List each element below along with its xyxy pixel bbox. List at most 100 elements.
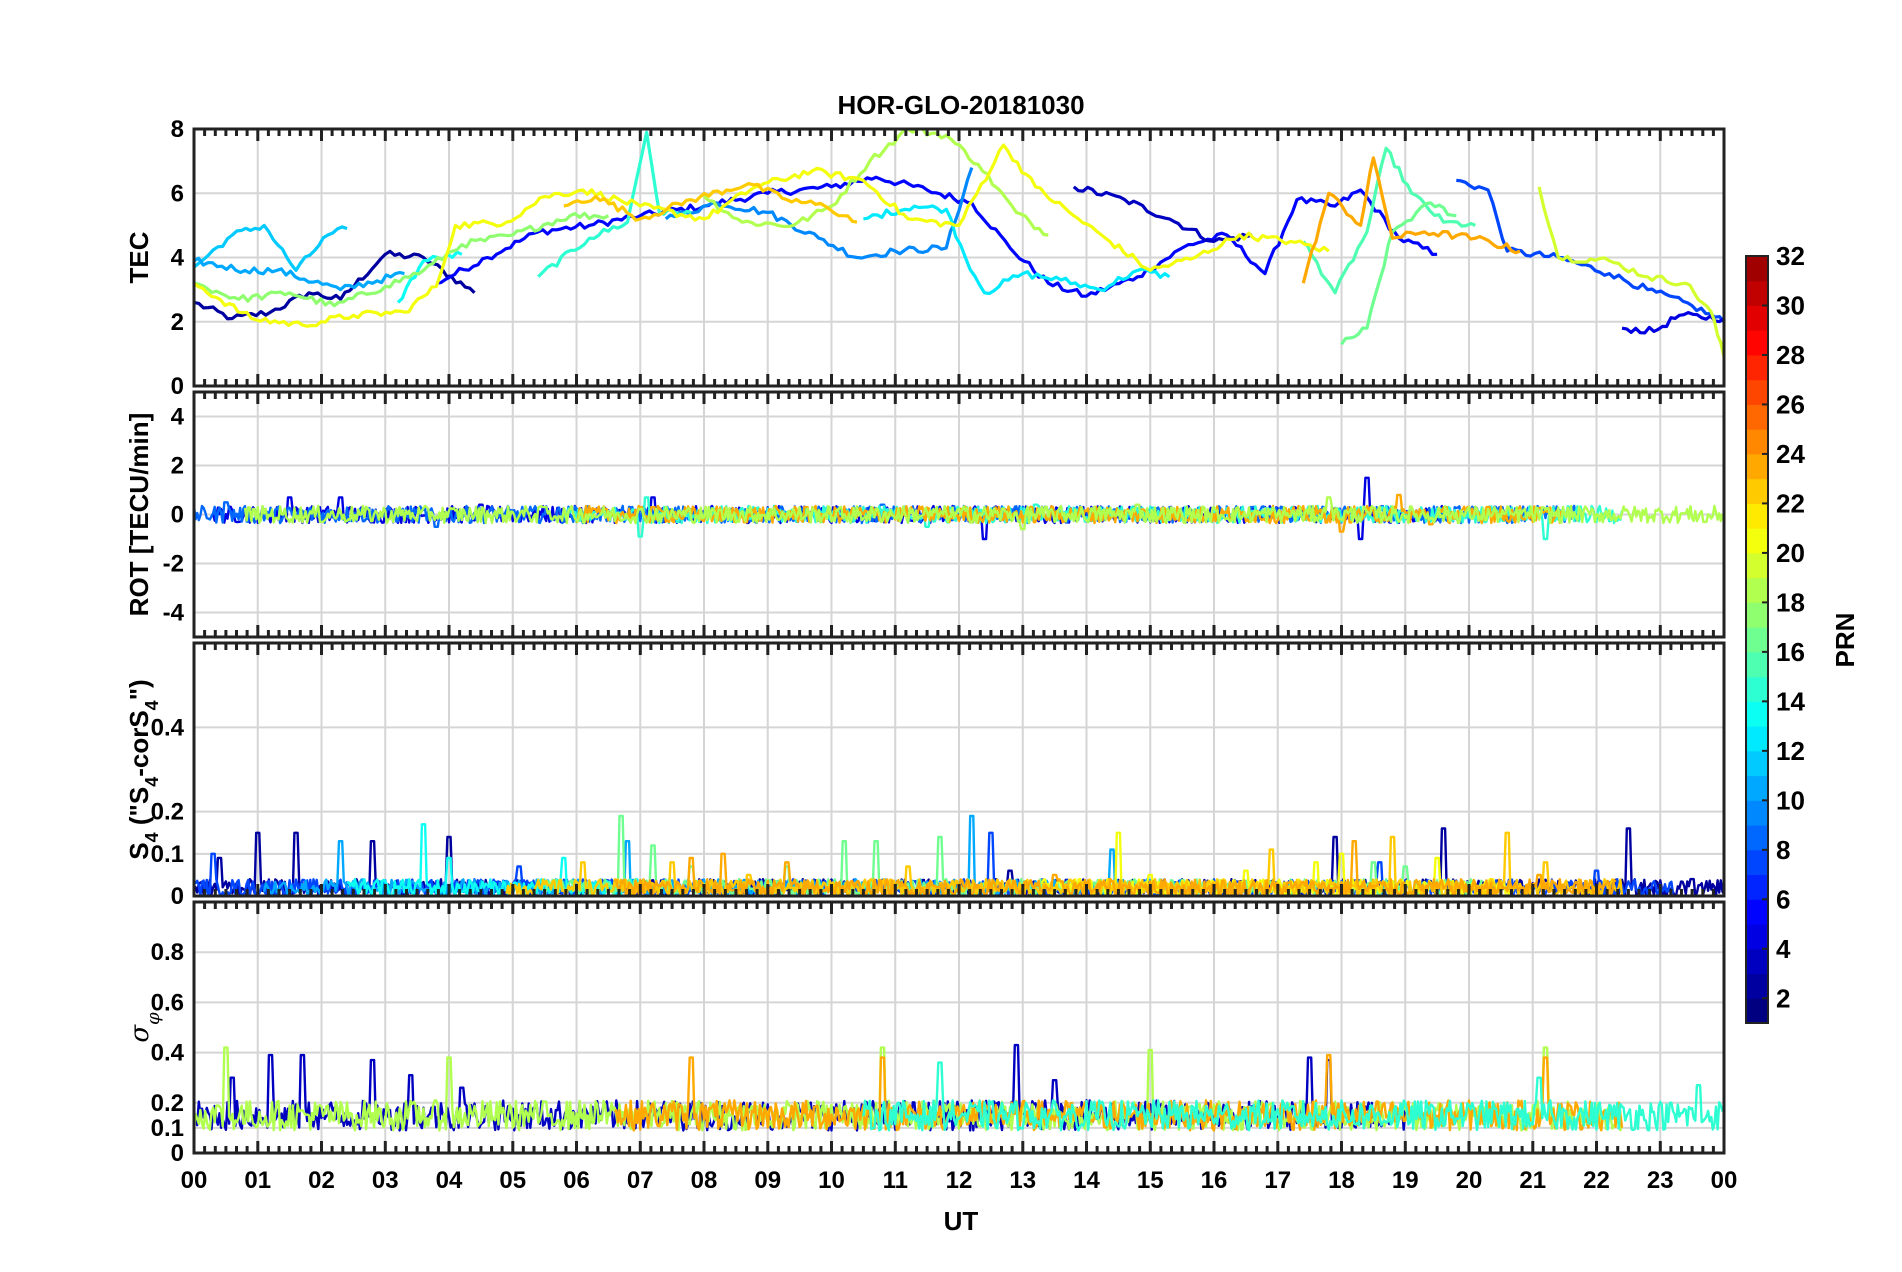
x-tick-label: 07 bbox=[627, 1167, 654, 1194]
tec-series-line bbox=[1340, 201, 1457, 346]
x-tick-label: 17 bbox=[1264, 1167, 1291, 1194]
colorbar-tick-label: 20 bbox=[1776, 538, 1805, 568]
colorbar-swatch bbox=[1746, 577, 1768, 603]
y-tick-label: 2 bbox=[171, 453, 184, 480]
tec-series-line bbox=[563, 182, 858, 224]
tec-series-line bbox=[194, 256, 405, 292]
x-tick-label: 21 bbox=[1519, 1167, 1546, 1194]
x-tick-label: 23 bbox=[1647, 1167, 1674, 1194]
colorbar-swatch bbox=[1746, 948, 1768, 975]
colorbar-tick-label: 10 bbox=[1776, 785, 1805, 815]
series-group-tec bbox=[194, 129, 1724, 358]
y-tick-label: 0.2 bbox=[151, 1090, 184, 1117]
y-tick-label: 0 bbox=[171, 502, 184, 529]
x-tick-label: 05 bbox=[499, 1167, 526, 1194]
colorbar-swatch bbox=[1746, 800, 1768, 826]
colorbar-tick-label: 14 bbox=[1776, 686, 1805, 716]
x-tick-label: 18 bbox=[1328, 1167, 1355, 1194]
y-tick-label: 0 bbox=[171, 373, 184, 400]
tec-series-line bbox=[396, 250, 463, 304]
x-tick-label: 00 bbox=[181, 1167, 208, 1194]
colorbar-swatch bbox=[1746, 404, 1768, 430]
colorbar-swatch bbox=[1746, 825, 1768, 851]
colorbar-swatch bbox=[1746, 602, 1768, 628]
x-tick-label: 02 bbox=[308, 1167, 335, 1194]
colorbar-tick-label: 18 bbox=[1776, 587, 1805, 617]
x-tick-label: 20 bbox=[1456, 1167, 1483, 1194]
x-tick-label: 11 bbox=[883, 1167, 908, 1194]
colorbar-swatch bbox=[1746, 775, 1768, 801]
colorbar-tick-label: 6 bbox=[1776, 884, 1790, 914]
x-tick-label: 15 bbox=[1137, 1167, 1164, 1194]
minor-ticks bbox=[192, 902, 1726, 1153]
tec-series-line bbox=[1072, 185, 1253, 243]
colorbar-swatch bbox=[1746, 924, 1768, 950]
minor-ticks bbox=[192, 392, 1726, 637]
y-tick-label: 8 bbox=[171, 116, 184, 143]
colorbar-swatch bbox=[1746, 478, 1768, 504]
panel-sigma: 00.10.2 0.4 0.6 0.8 σφ 00 01 02 03 04 05 06 07 08 09 10… bbox=[125, 900, 1738, 1194]
x-tick-label: 01 bbox=[244, 1167, 271, 1194]
panel-rot: -4 -2 0 2 4 ROT [TECU/min] bbox=[124, 390, 1726, 639]
colorbar-tick-label: 8 bbox=[1776, 835, 1790, 865]
tec-series-line bbox=[1302, 146, 1477, 295]
colorbar-swatch bbox=[1746, 379, 1768, 405]
y-tick-label: 0.1 bbox=[151, 841, 184, 868]
tec-series-line bbox=[436, 175, 1438, 298]
y-tick-label: 4 bbox=[171, 404, 185, 431]
colorbar-swatch bbox=[1746, 552, 1768, 579]
y-tick-label: 0.8 bbox=[151, 939, 184, 966]
colorbar-tick-label: 26 bbox=[1776, 389, 1805, 419]
x-tick-label: 06 bbox=[563, 1167, 590, 1194]
colorbar-tick-label: 12 bbox=[1776, 736, 1805, 766]
tec-series-line bbox=[702, 129, 1049, 237]
colorbar-swatch bbox=[1746, 256, 1768, 282]
tec-series-line bbox=[194, 211, 610, 308]
x-tick-label: 12 bbox=[946, 1167, 973, 1194]
colorbar-swatch bbox=[1746, 726, 1768, 752]
y-tick-label: 0.1 bbox=[151, 1115, 184, 1142]
y-tick-label: 0 bbox=[171, 883, 184, 910]
y-tick-label: -4 bbox=[163, 600, 185, 627]
colorbar-swatch bbox=[1746, 305, 1768, 331]
s4-series-line bbox=[613, 840, 1617, 896]
colorbar-swatch bbox=[1746, 627, 1768, 653]
colorbar-label: PRN bbox=[1830, 613, 1860, 668]
colorbar-tick-label: 22 bbox=[1776, 488, 1805, 518]
minor-ticks bbox=[192, 129, 1726, 386]
colorbar-swatch bbox=[1746, 849, 1768, 876]
y-tick-label: 6 bbox=[171, 180, 184, 207]
tec-series-line bbox=[863, 204, 1171, 296]
colorbar-tick-label: 28 bbox=[1776, 340, 1805, 370]
colorbar-swatch bbox=[1746, 354, 1768, 381]
x-tick-label: 16 bbox=[1201, 1167, 1228, 1194]
colorbar-swatch bbox=[1746, 330, 1768, 356]
s4-series-line bbox=[1040, 831, 1515, 896]
y-tick-label: 0.6 bbox=[151, 989, 184, 1016]
colorbar-swatch bbox=[1746, 874, 1768, 900]
series-group-rot bbox=[194, 476, 1724, 541]
colorbar-swatch bbox=[1746, 651, 1768, 678]
panel-s4: 0 0.1 0.2 0.4S4 ("S4-corS4") bbox=[124, 641, 1726, 910]
colorbar-tick-label: 32 bbox=[1776, 241, 1805, 271]
tec-series-line bbox=[1621, 311, 1724, 335]
x-tick-label: 13 bbox=[1009, 1167, 1036, 1194]
colorbar-swatch bbox=[1746, 280, 1768, 306]
sigma-series-line bbox=[862, 1061, 1724, 1132]
y-tick-label: 0.2 bbox=[151, 799, 184, 826]
x-tick-label: 10 bbox=[818, 1167, 845, 1194]
x-tick-label: 08 bbox=[691, 1167, 718, 1194]
y-tick-label: 2 bbox=[171, 309, 184, 336]
y-axis-label-rot: ROT [TECU/min] bbox=[124, 413, 154, 617]
colorbar-swatch bbox=[1746, 750, 1768, 777]
y-tick-label: 4 bbox=[171, 245, 185, 272]
colorbar-swatch bbox=[1746, 453, 1768, 480]
tec-series-line bbox=[194, 223, 348, 272]
y-axis-label-tec: TEC bbox=[124, 231, 154, 283]
x-tick-label: 00 bbox=[1711, 1167, 1738, 1194]
y-tick-label: 0 bbox=[171, 1140, 184, 1167]
tec-series-line bbox=[1537, 186, 1724, 358]
colorbar-swatch bbox=[1746, 503, 1768, 529]
